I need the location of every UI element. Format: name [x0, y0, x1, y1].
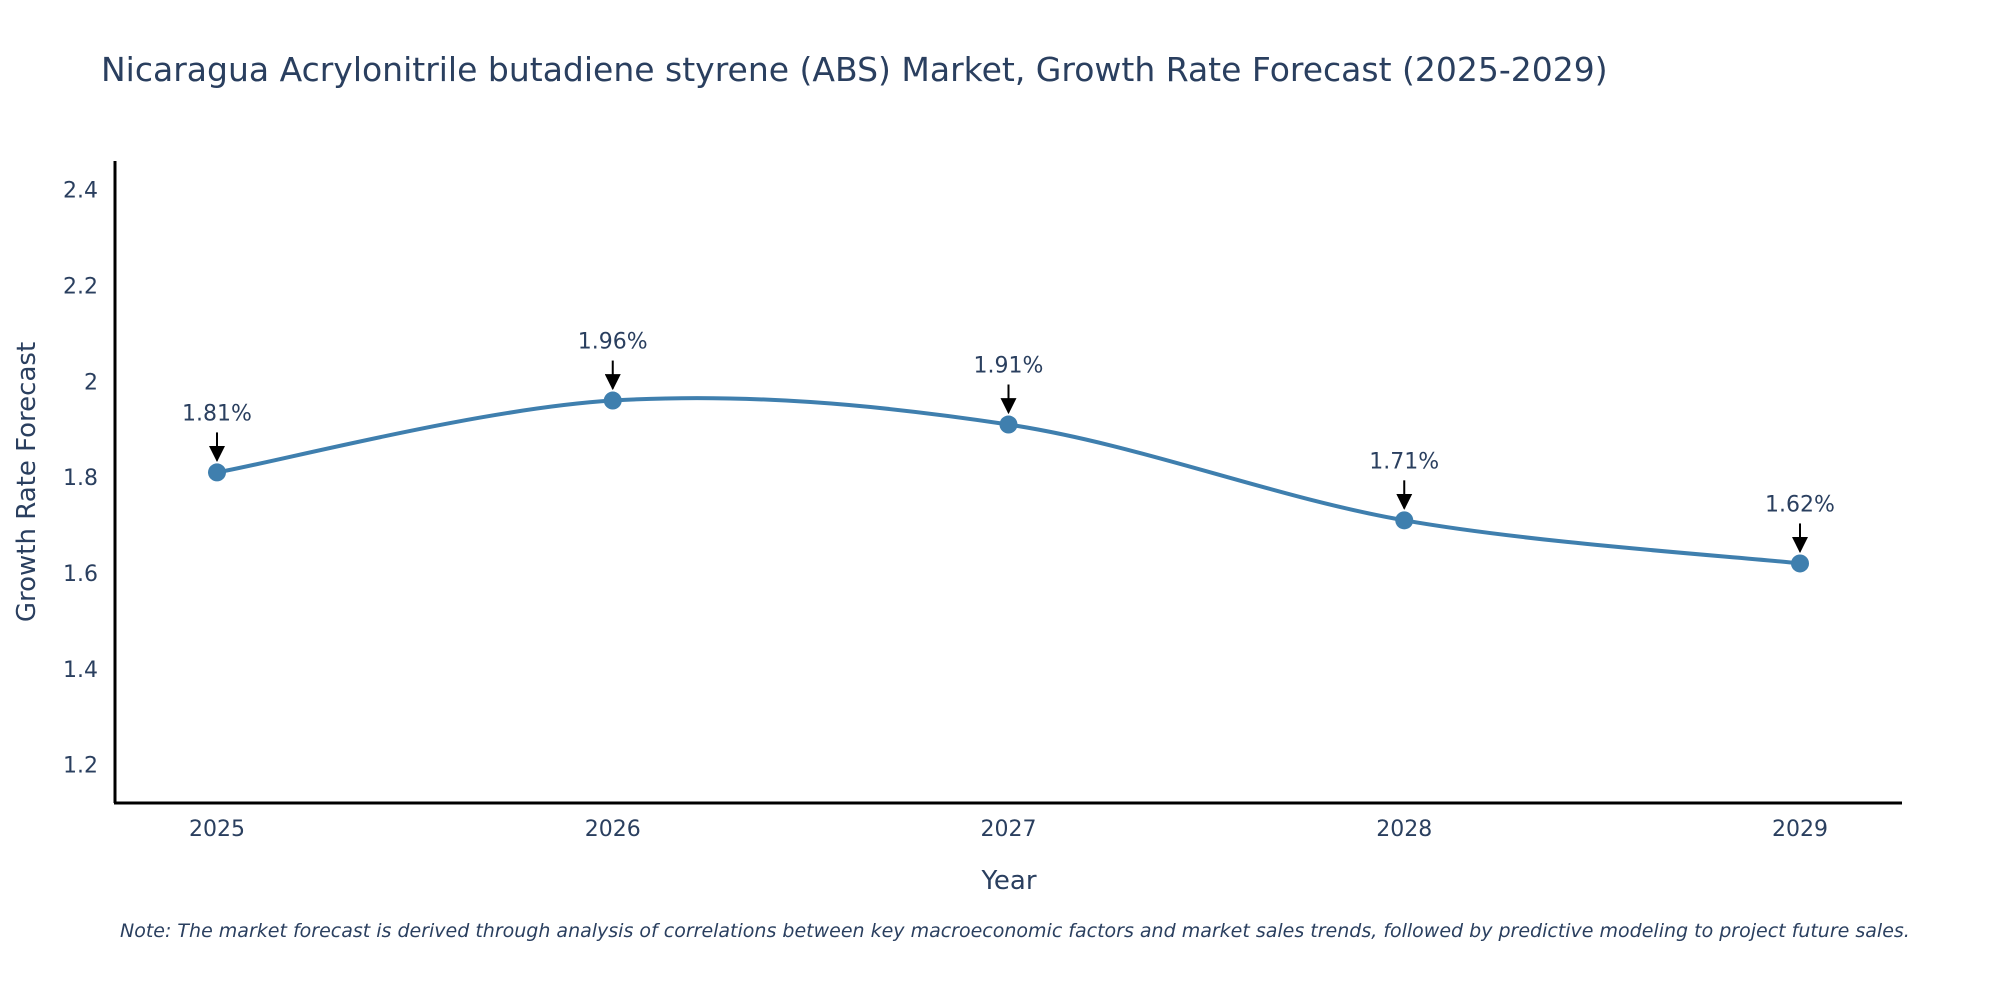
y-tick-label: 2.2 — [63, 275, 98, 300]
y-axis-title: Growth Rate Forecast — [12, 342, 42, 622]
data-points — [208, 391, 1809, 573]
x-axis-ticks: 2025 2026 2027 2028 2029 — [189, 817, 1828, 842]
data-point — [603, 391, 622, 410]
data-label: 1.81% — [182, 401, 252, 426]
x-tick-label: 2028 — [1376, 817, 1432, 842]
y-tick-label: 1.8 — [63, 466, 98, 491]
data-label-annotations: 1.81% 1.96% 1.91% 1.71% 1.62% — [182, 330, 1835, 554]
data-point — [208, 463, 226, 482]
data-point — [1395, 511, 1414, 530]
chart-title: Nicaragua Acrylonitrile butadiene styren… — [101, 50, 1608, 89]
data-point — [1791, 554, 1809, 573]
x-axis-title: Year — [980, 866, 1036, 896]
data-point — [999, 415, 1018, 434]
x-tick-label: 2029 — [1772, 817, 1828, 842]
y-tick-label: 1.4 — [63, 658, 98, 683]
data-label: 1.96% — [578, 330, 648, 355]
data-label: 1.71% — [1369, 449, 1439, 474]
x-tick-label: 2025 — [189, 817, 245, 842]
y-tick-label: 2 — [84, 370, 98, 395]
data-label: 1.62% — [1765, 492, 1835, 517]
y-tick-label: 1.6 — [63, 562, 98, 587]
chart-note: Note: The market forecast is derived thr… — [120, 920, 1910, 942]
y-tick-label: 2.4 — [63, 179, 98, 204]
y-tick-label: 1.2 — [63, 754, 98, 779]
y-axis-ticks: 1.2 1.4 1.6 1.8 2 2.2 2.4 — [63, 179, 98, 779]
x-tick-label: 2026 — [585, 817, 641, 842]
data-label: 1.91% — [974, 354, 1044, 379]
x-tick-label: 2027 — [981, 817, 1037, 842]
